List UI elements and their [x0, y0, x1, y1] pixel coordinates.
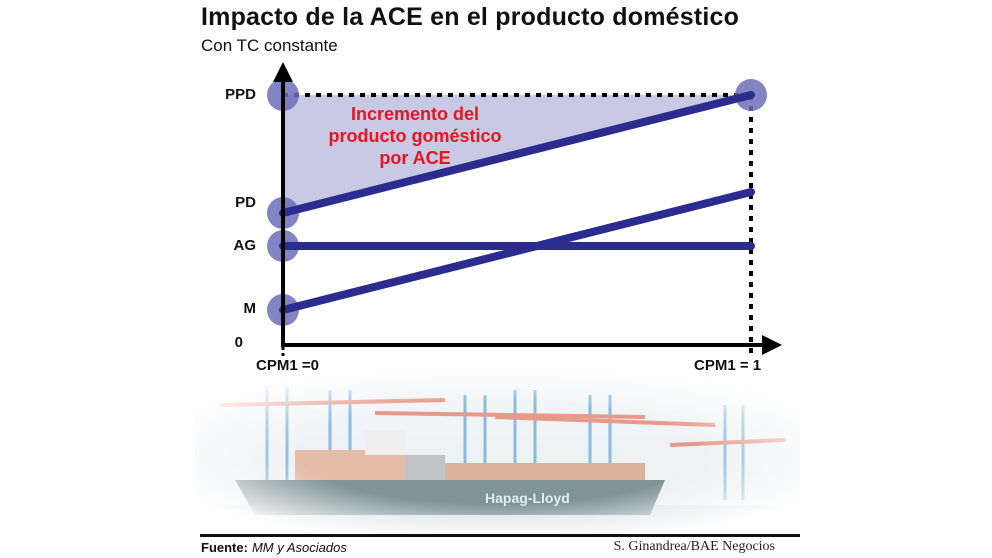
increment-annotation: Incremento del producto goméstico por AC… — [290, 103, 540, 169]
chart-subtitle: Con TC constante — [201, 36, 338, 55]
y-axis-arrow — [273, 62, 293, 82]
x-label-right: CPM1 = 1 — [694, 357, 762, 374]
annotation-line-1: Incremento del — [350, 104, 480, 124]
y-label-ppd: PPD — [225, 86, 256, 103]
y-label-zero: 0 — [234, 334, 243, 351]
footer-divider — [200, 534, 800, 537]
annotation-line-2: producto goméstico — [328, 126, 502, 146]
series-m-line — [279, 188, 755, 314]
source-label: Fuente: — [201, 540, 248, 555]
port-photo: Hapag-Lloyd — [195, 375, 800, 530]
y-label-pd: PD — [235, 194, 256, 211]
y-label-m: M — [243, 300, 257, 317]
credit: S. Ginandrea/BAE Negocios — [613, 539, 775, 554]
source: Fuente: MM y Asociados — [201, 540, 347, 555]
source-value: MM y Asociados — [251, 540, 347, 555]
y-label-ag: AG — [233, 237, 257, 254]
annotation-line-3: por ACE — [379, 148, 451, 168]
chart-title: Impacto de la ACE en el producto domésti… — [201, 3, 740, 31]
x-label-left: CPM1 =0 — [256, 357, 319, 374]
x-axis-arrow — [762, 335, 782, 355]
series-pd-line — [279, 91, 755, 217]
